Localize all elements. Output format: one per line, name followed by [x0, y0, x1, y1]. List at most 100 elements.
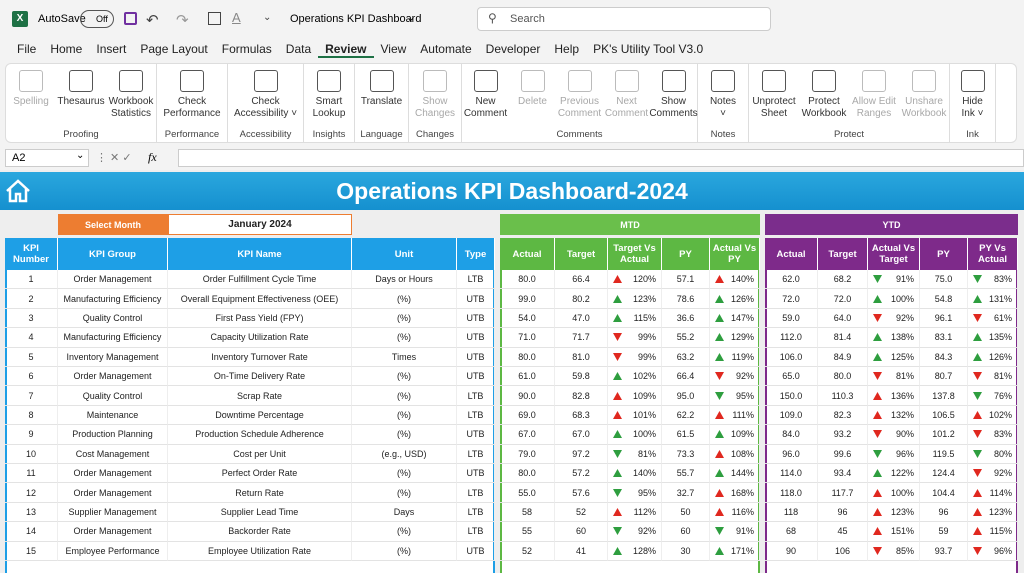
ribbon-button[interactable]: Translate [355, 64, 408, 142]
kpi-cell: Return Rate [168, 483, 352, 503]
kpi-cell: UTB [457, 328, 495, 348]
ribbon-button[interactable]: Thesaurus [56, 64, 106, 142]
variance-value: 135% [988, 332, 1012, 343]
ribbon-button[interactable]: Workbook Statistics [106, 64, 156, 142]
variance-cell: 100% [868, 483, 920, 503]
trend-arrow [873, 449, 882, 458]
button-label: Comment [557, 108, 602, 119]
trend-arrow-shape [613, 449, 622, 458]
kpi-cell: Backorder Rate [168, 522, 352, 542]
menu-tab[interactable]: Help [554, 42, 580, 56]
font-color-icon[interactable]: A [232, 10, 241, 25]
file-name[interactable]: Operations KPI Dashboard [290, 13, 422, 25]
ribbon-button: Spelling [6, 64, 56, 142]
variance-cell: 123% [608, 289, 662, 309]
column-header: Unit [352, 238, 457, 270]
menu-tab[interactable]: Home [50, 42, 83, 56]
ribbon-button[interactable]: Show Comments [649, 64, 698, 142]
trend-arrow-shape [715, 488, 724, 497]
customize-icon[interactable]: ⌄ [263, 12, 272, 23]
variance-cell: 171% [710, 541, 760, 561]
kpi-cell: (%) [352, 308, 457, 329]
menu-tab[interactable]: Formulas [221, 42, 272, 56]
menu-tab[interactable]: Review [318, 42, 374, 58]
ribbon-button[interactable]: Unprotect Sheet [749, 64, 799, 142]
value-cell: 68.3 [555, 405, 608, 426]
trend-arrow-shape [613, 410, 622, 419]
value-cell: 47.0 [555, 308, 608, 329]
variance-value: 61% [993, 312, 1012, 323]
autosave-toggle[interactable]: Off [80, 10, 114, 28]
ribbon-button[interactable]: Check Performance [157, 64, 227, 142]
file-name-chevron[interactable]: ⌄ [406, 12, 416, 24]
cancel-icon[interactable]: ⋮ ✕ ✓ [96, 152, 132, 164]
button-label: Smart [315, 96, 343, 107]
redo-icon[interactable]: ↷ [176, 12, 189, 29]
home-icon[interactable] [4, 178, 32, 204]
trend-arrow-shape [873, 449, 882, 458]
value-cell: 119.5 [920, 444, 968, 464]
menu-tab[interactable]: Data [285, 42, 312, 56]
trend-arrow-shape [715, 372, 724, 381]
kpi-cell: Cost per Unit [168, 444, 352, 464]
name-box-dropdown[interactable]: ⌄ [76, 150, 85, 161]
undo-icon[interactable]: ↶ [146, 12, 159, 29]
button-label: Next [616, 96, 637, 107]
variance-cell: 147% [710, 308, 760, 329]
value-cell: 32.7 [662, 483, 710, 503]
value-cell: 106 [818, 541, 868, 561]
worksheet: Operations KPI Dashboard-2024 Select Mon… [0, 170, 1024, 573]
column-header: PY [662, 238, 710, 270]
ribbon-group: Spelling Thesaurus Workbook Statistics Proof… [6, 64, 157, 142]
ribbon-button[interactable]: Hide Ink ˅ [950, 64, 995, 142]
borders-icon[interactable] [208, 12, 221, 25]
menu-tab[interactable]: Page Layout [140, 42, 208, 56]
search-box[interactable]: ⚲ Search [477, 7, 771, 31]
variance-cell: 83% [968, 270, 1018, 290]
value-cell: 114.0 [765, 464, 818, 484]
menu-tab[interactable]: File [17, 42, 37, 56]
name-box[interactable]: A2 [5, 149, 89, 167]
kpi-cell: Order Management [58, 367, 168, 387]
menu-tab[interactable]: Developer [485, 42, 541, 56]
ribbon-button[interactable]: Protect Workbook [799, 64, 849, 142]
button-label: Unprotect [752, 96, 796, 107]
kpi-cell: UTB [457, 464, 495, 484]
variance-cell: 125% [868, 347, 920, 367]
trend-arrow-shape [973, 507, 982, 516]
variance-cell: 111% [710, 405, 760, 426]
variance-value: 81% [895, 371, 914, 382]
variance-value: 99% [637, 351, 656, 362]
selected-month[interactable]: January 2024 [168, 214, 352, 235]
menu-tab[interactable]: PK's Utility Tool V3.0 [593, 42, 704, 56]
button-icon [423, 70, 447, 92]
excel-icon[interactable]: X [12, 11, 28, 27]
variance-cell: 122% [868, 464, 920, 484]
menu-tab[interactable]: View [380, 42, 407, 56]
value-cell: 41 [555, 541, 608, 561]
trend-arrow-shape [715, 352, 724, 361]
menu-tab[interactable]: Insert [96, 42, 127, 56]
button-label: New [475, 96, 496, 107]
menu-tab[interactable]: Automate [420, 42, 472, 56]
save-icon[interactable] [124, 12, 137, 25]
variance-cell: 114% [968, 483, 1018, 503]
kpi-cell: (%) [352, 386, 457, 406]
trend-arrow [613, 449, 622, 458]
ribbon-button[interactable]: New Comment [462, 64, 509, 142]
ribbon-button[interactable]: Notes ˅ [698, 64, 748, 142]
kpi-cell: (e.g., USD) [352, 444, 457, 464]
value-cell: 96.0 [765, 444, 818, 464]
formula-input[interactable] [178, 149, 1024, 167]
trend-arrow [973, 313, 982, 322]
value-cell: 54.8 [920, 289, 968, 309]
kpi-cell: UTB [457, 541, 495, 561]
variance-cell: 168% [710, 483, 760, 503]
insert-function[interactable]: fx [148, 150, 157, 164]
variance-cell: 129% [710, 328, 760, 348]
button-label: Workbook [801, 108, 847, 119]
trend-arrow [715, 352, 724, 361]
ribbon-button[interactable]: Check Accessibility ˅ [228, 64, 303, 142]
ribbon-button[interactable]: Smart Lookup [304, 64, 354, 142]
button-label: Thesaurus [57, 96, 105, 107]
